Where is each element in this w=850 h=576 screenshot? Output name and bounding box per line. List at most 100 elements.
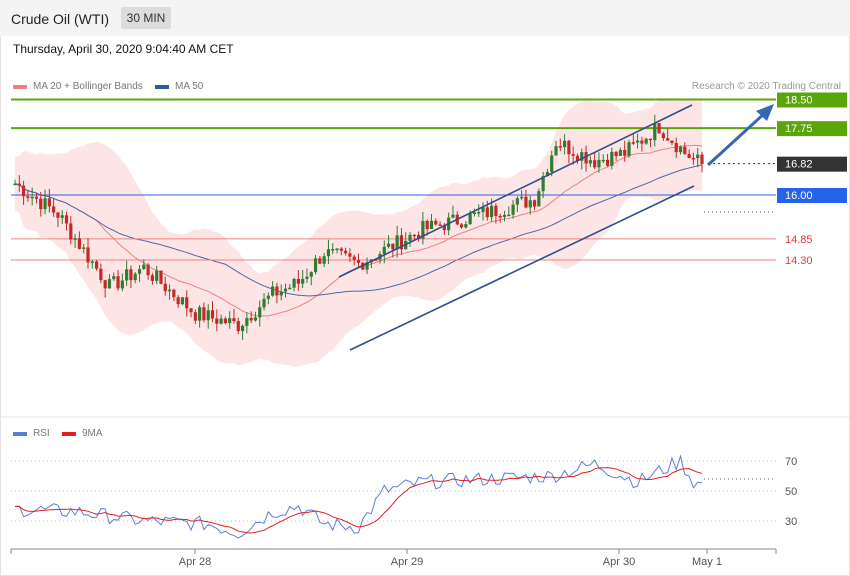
candle — [627, 142, 631, 156]
candle — [193, 312, 197, 321]
candle — [142, 264, 146, 270]
candle — [86, 247, 90, 263]
candle — [339, 248, 343, 251]
rsi-tick-70: 70 — [785, 456, 797, 468]
candle — [313, 258, 318, 273]
rsi-line — [14, 454, 703, 539]
candle — [219, 318, 223, 324]
candle — [262, 298, 266, 308]
candle — [30, 196, 34, 199]
legend-label-9ma: 9MA — [82, 428, 103, 439]
candle — [266, 295, 270, 299]
candle — [490, 205, 494, 218]
candle — [309, 272, 313, 277]
candle — [64, 215, 69, 224]
candle — [180, 297, 185, 305]
candle — [215, 318, 219, 324]
candle — [408, 234, 412, 241]
candle — [399, 235, 404, 250]
candle — [567, 140, 571, 155]
candle — [283, 288, 288, 292]
candle — [77, 238, 82, 249]
timeframe-button[interactable]: 30 MIN — [121, 7, 171, 29]
candle — [344, 250, 348, 254]
candle — [507, 214, 511, 217]
credit-text: Research © 2020 Trading Central — [691, 81, 841, 92]
candle — [653, 123, 657, 141]
candle — [198, 307, 202, 321]
candle — [292, 278, 296, 288]
legend-swatch — [13, 84, 27, 89]
candle — [116, 276, 120, 289]
ma50-line — [14, 164, 703, 297]
candle — [352, 256, 356, 260]
candle — [477, 212, 481, 214]
projection-arrow-head — [756, 104, 774, 121]
candle — [618, 149, 623, 156]
candle — [159, 270, 163, 284]
candle — [172, 289, 176, 298]
candle — [670, 140, 674, 143]
candle — [657, 123, 661, 134]
candle — [550, 155, 554, 172]
candle — [94, 261, 99, 269]
candle — [644, 138, 648, 144]
candle — [271, 286, 275, 296]
datetime-label: Thursday, April 30, 2020 9:04:40 AM CET — [13, 42, 234, 56]
candle — [120, 280, 124, 289]
candle — [365, 262, 369, 270]
candle — [584, 152, 588, 164]
candle — [99, 268, 103, 281]
legend-label-ma20: MA 20 + Bollinger Bands — [33, 81, 143, 92]
candle — [661, 133, 665, 139]
candle — [326, 249, 331, 257]
candle — [249, 318, 253, 321]
candle — [382, 246, 386, 255]
candle — [146, 264, 150, 276]
candle — [541, 176, 545, 192]
candle — [674, 142, 678, 153]
candle — [524, 196, 528, 208]
legend-label-rsi: RSI — [33, 428, 50, 439]
candle — [13, 183, 17, 186]
rsi-tick-30: 30 — [785, 516, 797, 528]
candle — [391, 243, 395, 250]
candle — [464, 224, 468, 228]
legend-ma20: MA 20 + Bollinger Bands — [13, 81, 143, 92]
candle — [498, 215, 502, 218]
candle — [386, 243, 391, 247]
x-tick-label: Apr 29 — [391, 556, 423, 568]
level-tag-18.50 — [777, 92, 847, 108]
candle — [39, 198, 43, 210]
candle — [232, 318, 236, 322]
candle — [511, 204, 515, 215]
candle — [137, 269, 142, 274]
candle — [571, 154, 575, 156]
candle — [494, 205, 498, 216]
candle — [60, 215, 64, 218]
candle — [155, 270, 159, 281]
candle — [228, 318, 232, 324]
candle — [459, 224, 464, 228]
candle — [279, 291, 283, 296]
level-label-17.75: 17.75 — [785, 123, 813, 135]
candle — [253, 317, 258, 321]
candle — [43, 198, 47, 210]
candle — [21, 185, 26, 197]
candle — [52, 206, 56, 213]
instrument-title: Crude Oil (WTI) — [11, 11, 109, 27]
candle — [335, 248, 339, 251]
candle — [412, 234, 416, 237]
level-label-18.50: 18.50 — [785, 95, 813, 107]
candle — [210, 310, 215, 319]
legend-label-ma50: MA 50 — [175, 81, 204, 92]
candle — [17, 183, 21, 186]
candle — [236, 321, 240, 332]
candle — [395, 235, 399, 250]
x-tick-label: Apr 30 — [603, 556, 635, 568]
candle — [666, 138, 670, 141]
candle — [545, 171, 550, 177]
candle — [331, 249, 335, 251]
candle — [185, 297, 189, 309]
